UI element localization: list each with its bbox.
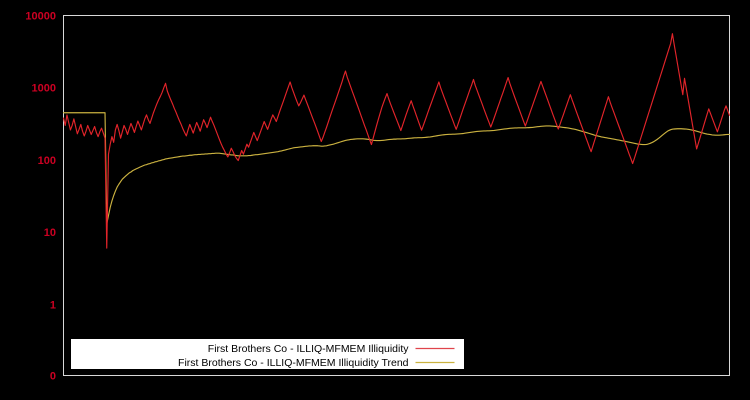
y-tick-label: 1000 — [32, 83, 56, 95]
plot-axes — [63, 15, 730, 376]
y-tick-label: 100 — [38, 155, 56, 167]
y-tick-label: 10 — [44, 227, 56, 239]
y-tick-label: 0 — [50, 371, 56, 383]
trend-series-line — [62, 112, 731, 225]
chart-legend[interactable]: First Brothers Co - ILLIQ-MFMEM Illiquid… — [71, 339, 464, 370]
y-tick-label: 1 — [50, 299, 56, 311]
illiquidity-series-line — [62, 33, 731, 249]
legend-entry-label[interactable]: First Brothers Co - ILLIQ-MFMEM Illiquid… — [178, 357, 409, 369]
y-tick-label: 10000 — [25, 11, 56, 23]
legend-entry-label[interactable]: First Brothers Co - ILLIQ-MFMEM Illiquid… — [208, 343, 409, 355]
data-series-group — [62, 33, 731, 249]
legend-background — [71, 339, 464, 369]
axis-frame — [63, 15, 730, 376]
